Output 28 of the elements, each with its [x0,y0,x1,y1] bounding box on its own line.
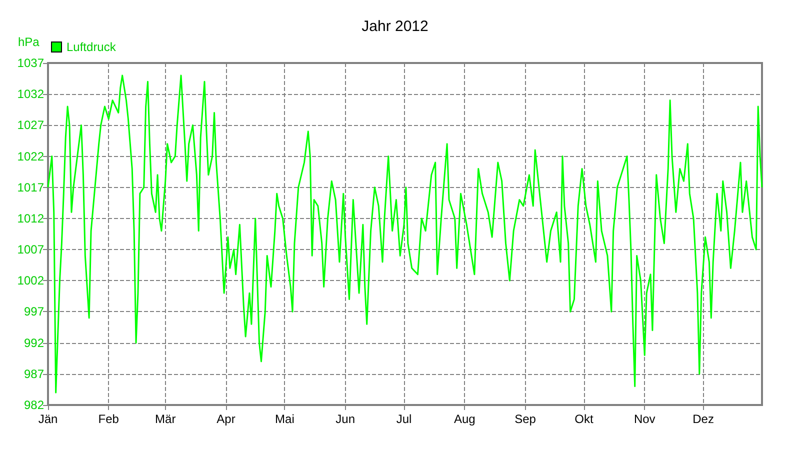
x-tick-label: Mär [155,412,176,426]
y-tick-label: 1002 [17,274,44,288]
y-tick-label: 987 [24,366,44,381]
x-tick-label: Jän [38,412,58,426]
y-tick-label: 1017 [17,180,44,194]
y-tick-label: 1032 [17,87,44,102]
legend-label: Luftdruck [66,40,117,54]
y-tick-label: 992 [24,336,44,350]
x-tick-label: Sep [514,412,536,426]
y-tick-label: 997 [24,304,44,319]
x-tick-label: Jun [336,412,356,426]
x-tick-label: Aug [454,412,476,426]
y-tick-label: 1037 [17,56,44,70]
x-tick-label: Apr [216,412,236,426]
line-series [47,74,763,394]
y-axis-title: hPa [18,35,40,49]
y-tick-label: 1007 [17,242,44,257]
x-tick-label: Nov [634,412,656,426]
x-tick-label: Mai [275,412,294,426]
x-tick-label: Okt [574,412,594,426]
y-tick-label: 982 [24,398,44,412]
y-tick-label: 1022 [17,149,44,164]
y-tick-label: 1012 [17,211,44,226]
x-tick-label: Feb [98,412,120,426]
y-tick-label: 1027 [17,118,44,132]
x-tick-label: Dez [692,412,714,426]
chart-title: Jahr 2012 [362,18,428,35]
x-tick-label: Jul [396,412,412,426]
